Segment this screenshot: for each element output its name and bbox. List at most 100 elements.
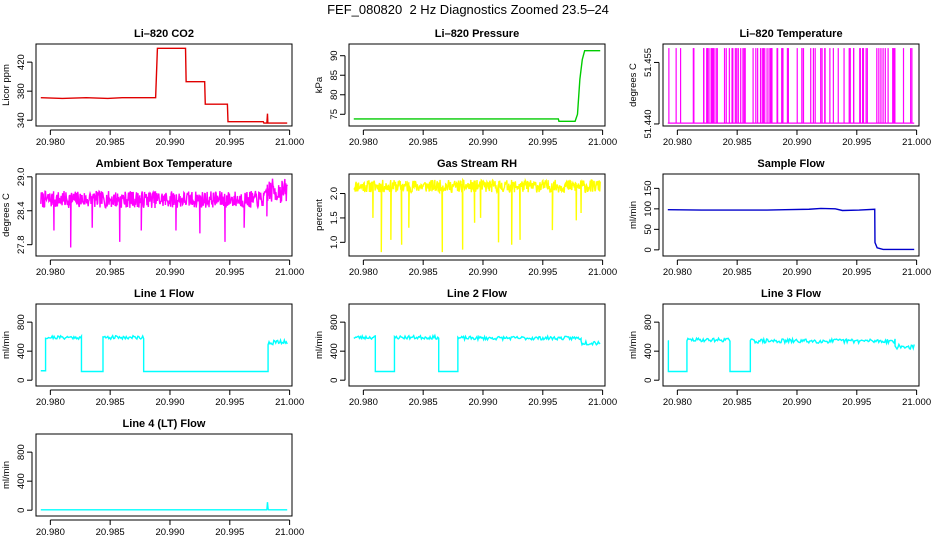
chart-title: Line 3 Flow <box>761 288 821 300</box>
x-tick-label: 20.985 <box>96 527 125 538</box>
chart-title: Li–820 CO2 <box>134 28 194 40</box>
series-line <box>667 336 915 373</box>
x-tick-label: 20.995 <box>842 267 871 278</box>
series-line <box>40 333 288 373</box>
x-tick-label: 20.980 <box>36 527 65 538</box>
x-tick-label: 20.980 <box>36 397 65 408</box>
plot-frame <box>662 43 920 127</box>
y-tick-label: 800 <box>16 314 27 330</box>
x-tick-label: 20.985 <box>96 137 125 148</box>
plot-frame <box>348 173 606 257</box>
series-line <box>353 49 601 123</box>
y-tick-label: 50 <box>643 224 654 235</box>
chart-title: Line 4 (LT) Flow <box>123 418 206 430</box>
plot-frame <box>35 173 293 257</box>
x-tick-label: 20.985 <box>96 267 125 278</box>
series-line <box>40 178 288 248</box>
x-tick-label: 20.995 <box>215 527 244 538</box>
plot-frame <box>35 43 293 127</box>
y-tick-label: 380 <box>16 83 27 99</box>
page-title: FEF_080820 2 Hz Diagnostics Zoomed 23.5–… <box>327 2 609 17</box>
y-tick-label: 0 <box>329 378 340 383</box>
y-tick-label: 0 <box>16 508 27 513</box>
chart-title: Li–820 Temperature <box>739 28 842 40</box>
chart-panel: Ambient Box Temperature 20.980 20.985 20.99… <box>1 158 304 278</box>
x-tick-label: 20.990 <box>468 397 497 408</box>
y-tick-label: 29.0 <box>16 168 27 187</box>
x-tick-label: 21.000 <box>275 267 304 278</box>
y-axis-label: ml/min <box>628 331 639 359</box>
y-tick-label: 400 <box>16 473 27 489</box>
y-tick-label: 51.440 <box>643 109 654 138</box>
chart-panel: Line 1 Flow 20.980 20.985 20.990 20.995 21.00… <box>1 288 304 408</box>
x-tick-label: 20.995 <box>215 267 244 278</box>
y-tick-label: 80 <box>329 89 340 100</box>
chart-title: Li–820 Pressure <box>435 28 519 40</box>
x-tick-label: 20.990 <box>155 267 184 278</box>
x-tick-label: 21.000 <box>902 267 931 278</box>
x-tick-label: 20.985 <box>96 397 125 408</box>
chart-panel: Line 4 (LT) Flow 20.980 20.985 20.990 20.995… <box>1 418 304 538</box>
x-tick-label: 20.990 <box>468 267 497 278</box>
series-line <box>667 207 915 251</box>
x-tick-label: 20.995 <box>842 137 871 148</box>
y-axis-label: ml/min <box>1 331 12 359</box>
x-tick-label: 20.985 <box>409 267 438 278</box>
y-tick-label: 800 <box>16 444 27 460</box>
y-tick-label: 90 <box>329 50 340 61</box>
y-axis-label: ml/min <box>1 461 12 489</box>
x-tick-label: 20.990 <box>155 527 184 538</box>
x-tick-label: 21.000 <box>588 137 617 148</box>
chart-panel: Li–820 CO2 20.980 20.985 20.990 20.995 21.000… <box>1 28 304 148</box>
plot-frame <box>348 43 606 127</box>
chart-title: Line 2 Flow <box>447 288 507 300</box>
chart-title: Line 1 Flow <box>134 288 194 300</box>
x-tick-label: 20.990 <box>468 137 497 148</box>
x-tick-label: 20.980 <box>349 397 378 408</box>
x-tick-label: 20.985 <box>723 397 752 408</box>
y-axis-label: kPa <box>314 76 325 93</box>
x-tick-label: 20.995 <box>842 397 871 408</box>
x-tick-label: 20.980 <box>349 137 378 148</box>
x-tick-label: 20.990 <box>155 137 184 148</box>
series-line <box>353 333 601 373</box>
y-tick-label: 400 <box>329 343 340 359</box>
y-axis-label: percent <box>314 199 325 231</box>
y-tick-label: 85 <box>329 70 340 81</box>
x-tick-label: 20.990 <box>782 267 811 278</box>
x-tick-label: 20.980 <box>663 137 692 148</box>
y-tick-label: 400 <box>643 343 654 359</box>
plot-frame <box>662 303 920 387</box>
y-tick-label: 1.0 <box>329 236 340 249</box>
x-tick-label: 20.995 <box>528 267 557 278</box>
y-tick-label: 27.8 <box>16 235 27 254</box>
y-axis-label: ml/min <box>628 201 639 229</box>
y-tick-label: 1.5 <box>329 211 340 224</box>
x-tick-label: 21.000 <box>588 397 617 408</box>
x-tick-label: 20.995 <box>528 397 557 408</box>
x-tick-label: 21.000 <box>275 397 304 408</box>
y-tick-label: 2.0 <box>329 187 340 200</box>
x-tick-label: 20.985 <box>723 137 752 148</box>
x-tick-label: 21.000 <box>275 137 304 148</box>
x-tick-label: 20.985 <box>409 137 438 148</box>
chart-title: Gas Stream RH <box>437 158 517 170</box>
chart-panel: Line 2 Flow 20.980 20.985 20.990 20.995 21.00… <box>314 288 617 408</box>
y-tick-label: 150 <box>643 180 654 196</box>
plot-frame <box>35 433 293 517</box>
x-tick-label: 20.980 <box>36 137 65 148</box>
chart-title: Sample Flow <box>757 158 825 170</box>
series-line <box>353 177 601 253</box>
x-tick-label: 20.985 <box>409 397 438 408</box>
series-line <box>40 502 288 511</box>
plot-frame <box>35 303 293 387</box>
chart-panel: Gas Stream RH 20.980 20.985 20.990 20.995 21.… <box>314 158 617 278</box>
chart-panel: Line 3 Flow 20.980 20.985 20.990 20.995 21.00… <box>628 288 931 408</box>
y-axis-label: ml/min <box>314 331 325 359</box>
x-tick-label: 20.990 <box>782 397 811 408</box>
plot-frame <box>662 173 920 257</box>
y-tick-label: 0 <box>643 247 654 252</box>
x-tick-label: 20.995 <box>528 137 557 148</box>
y-tick-label: 0 <box>16 378 27 383</box>
